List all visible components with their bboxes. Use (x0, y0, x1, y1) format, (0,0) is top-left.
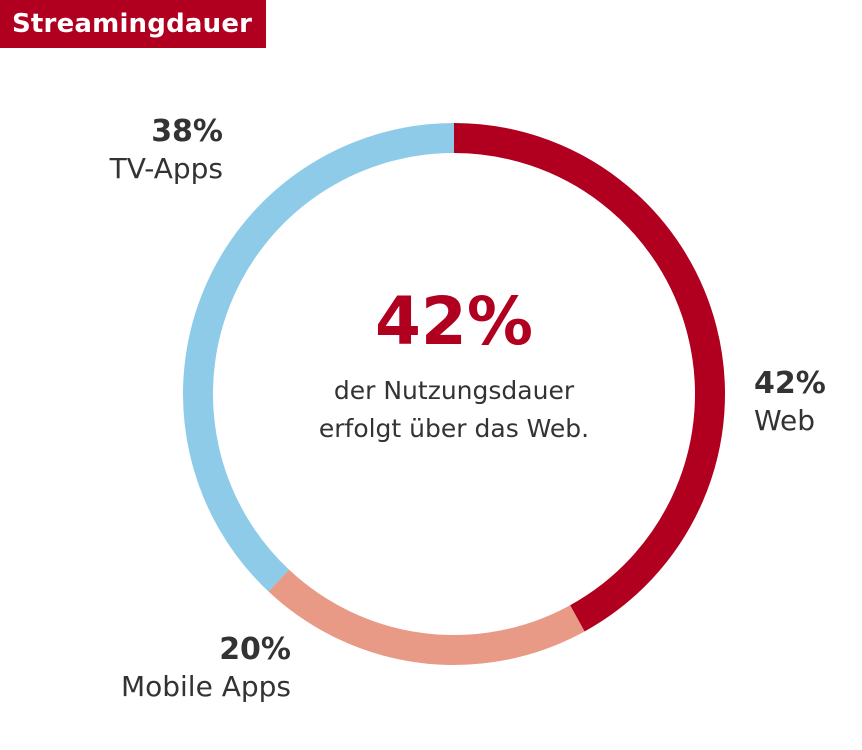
segment-value-tv-apps: 38% (151, 114, 223, 149)
center-caption-line-2: erfolgt über das Web. (318, 414, 590, 443)
donut-segment-web (453, 123, 725, 632)
segment-name-tv-apps: TV-Apps (109, 152, 223, 185)
donut-segment-mobile-apps (268, 569, 585, 665)
segment-label-mobile-apps: 20% Mobile Apps (60, 630, 291, 704)
center-caption: der Nutzungsdauer erfolgt über das Web. (254, 372, 654, 448)
chart-title: Streamingdauer (0, 0, 267, 48)
donut-segment-tv-apps (183, 123, 455, 592)
segment-label-web: 42% Web (754, 364, 854, 438)
segment-name-web: Web (754, 404, 816, 437)
segment-name-mobile-apps: Mobile Apps (120, 670, 291, 703)
segment-label-tv-apps: 38% TV-Apps (60, 112, 223, 186)
segment-value-mobile-apps: 20% (219, 632, 291, 667)
segment-value-web: 42% (754, 366, 826, 401)
center-caption-line-1: der Nutzungsdauer (333, 376, 575, 405)
center-value: 42% (375, 283, 533, 360)
